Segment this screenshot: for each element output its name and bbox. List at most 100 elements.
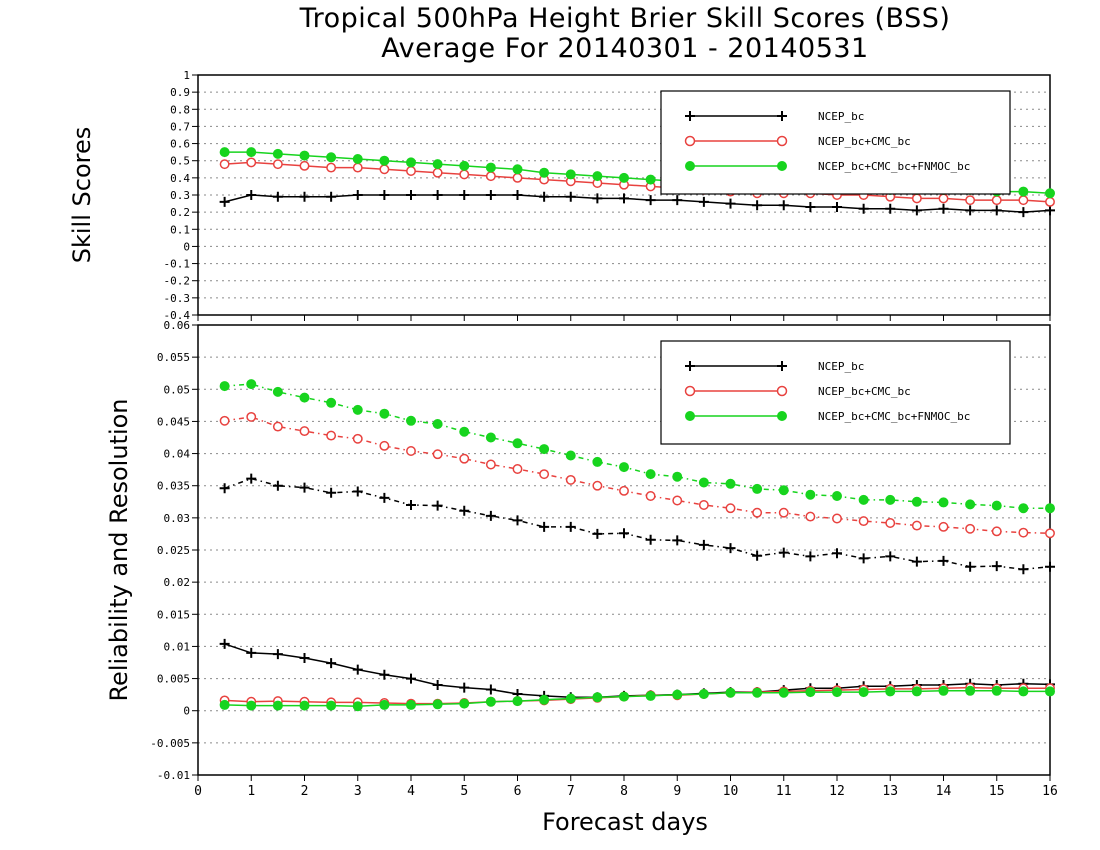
data-point — [272, 386, 283, 397]
data-point — [299, 700, 310, 711]
data-point — [485, 162, 496, 173]
data-point — [272, 159, 283, 170]
y-tick-label: -0.1 — [164, 258, 191, 271]
data-point — [326, 430, 337, 441]
data-point — [565, 450, 576, 461]
y-tick-label: 0.05 — [164, 383, 191, 396]
x-tick-label: 3 — [354, 784, 362, 799]
y-tick-label: 0.3 — [170, 189, 190, 202]
data-point — [299, 426, 310, 437]
y-tick-label: 0.03 — [164, 512, 191, 525]
data-point — [512, 438, 523, 449]
x-tick-label: 10 — [723, 784, 739, 799]
data-point — [406, 190, 416, 200]
data-point — [858, 203, 869, 214]
data-point — [299, 160, 310, 171]
data-point — [991, 561, 1002, 572]
data-point — [1018, 564, 1029, 575]
legend-label: NCEP_bc+CMC_bc+FNMOC_bc — [818, 160, 970, 173]
data-point — [459, 698, 470, 709]
data-point — [645, 195, 656, 206]
data-point — [352, 664, 363, 675]
data-point — [512, 464, 523, 474]
data-point — [299, 191, 310, 202]
data-point — [352, 701, 363, 712]
y-tick-label: 0.8 — [170, 103, 190, 116]
series-resolution-ncep-bc-cmc-bc — [219, 411, 1055, 539]
x-tick-label: 1 — [247, 784, 255, 799]
data-point — [778, 547, 789, 558]
legend-entry: NCEP_bc+CMC_bc — [684, 135, 911, 148]
reliability-resolution-panel: -0.01 -0.005 0 0.005 0.01 0.015 0.02 0.025 0.03 0… — [150, 319, 1058, 799]
data-point — [592, 171, 603, 182]
data-point — [965, 195, 976, 206]
y-tick-label: -0.005 — [150, 737, 190, 750]
data-point — [299, 392, 310, 403]
legend-entry: NCEP_bc — [685, 360, 864, 373]
series-line — [224, 690, 1050, 707]
data-point — [858, 516, 869, 527]
data-point — [219, 415, 230, 426]
data-point — [725, 503, 736, 514]
data-point — [752, 687, 763, 698]
x-tick-label: 6 — [514, 784, 522, 799]
legend-marker — [684, 385, 696, 397]
data-point — [778, 687, 789, 698]
data-point — [752, 507, 763, 518]
data-point — [432, 449, 443, 460]
legend-label: NCEP_bc+CMC_bc+FNMOC_bc — [818, 410, 970, 423]
data-point — [805, 511, 816, 522]
data-point — [379, 492, 390, 503]
data-point — [645, 174, 656, 185]
data-point — [698, 196, 709, 207]
data-point — [938, 685, 949, 696]
data-point — [1045, 561, 1055, 572]
y-tick-label: 1 — [183, 69, 190, 82]
data-point — [805, 489, 816, 500]
y-tick-label: 0.025 — [157, 544, 190, 557]
x-tick-label: 5 — [460, 784, 468, 799]
data-point — [272, 421, 283, 432]
data-point — [965, 561, 976, 572]
data-point — [885, 518, 896, 528]
data-point — [1045, 686, 1055, 697]
data-point — [246, 190, 257, 200]
data-point — [1018, 207, 1029, 218]
data-point — [565, 474, 576, 485]
data-point — [406, 500, 416, 510]
series-line — [224, 194, 1051, 213]
legend-box — [660, 90, 1011, 195]
data-point — [911, 496, 922, 507]
data-point — [379, 155, 390, 166]
legend-entry: NCEP_bc+CMC_bc+FNMOC_bc — [685, 160, 970, 173]
data-point — [645, 469, 656, 480]
data-point — [619, 462, 629, 473]
y-tick-label: -0.4 — [164, 309, 191, 322]
data-point — [965, 685, 976, 696]
x-tick-label: 9 — [673, 784, 681, 799]
data-point — [672, 689, 683, 700]
data-point — [485, 171, 496, 182]
data-point — [858, 553, 869, 564]
legend-marker — [776, 385, 788, 397]
data-point — [246, 473, 257, 484]
y-tick-label: 0.04 — [164, 448, 191, 461]
series-ncep-bc — [219, 190, 1055, 218]
legend: NCEP_bc NCEP_bc+CMC_bc NCEP_bc+CMC_bc+FNMO… — [660, 90, 1011, 195]
data-point — [911, 193, 922, 204]
data-point — [592, 480, 603, 491]
legend-marker — [685, 161, 695, 171]
data-point — [539, 469, 550, 480]
data-point — [805, 551, 816, 562]
data-point — [406, 446, 416, 456]
data-point — [299, 150, 310, 161]
data-point — [592, 193, 603, 204]
data-point — [459, 682, 470, 693]
data-point — [991, 195, 1002, 206]
data-point — [911, 686, 922, 697]
data-point — [725, 478, 736, 489]
x-tick-label: 13 — [882, 784, 898, 799]
data-point — [219, 699, 230, 710]
data-point — [432, 500, 443, 511]
